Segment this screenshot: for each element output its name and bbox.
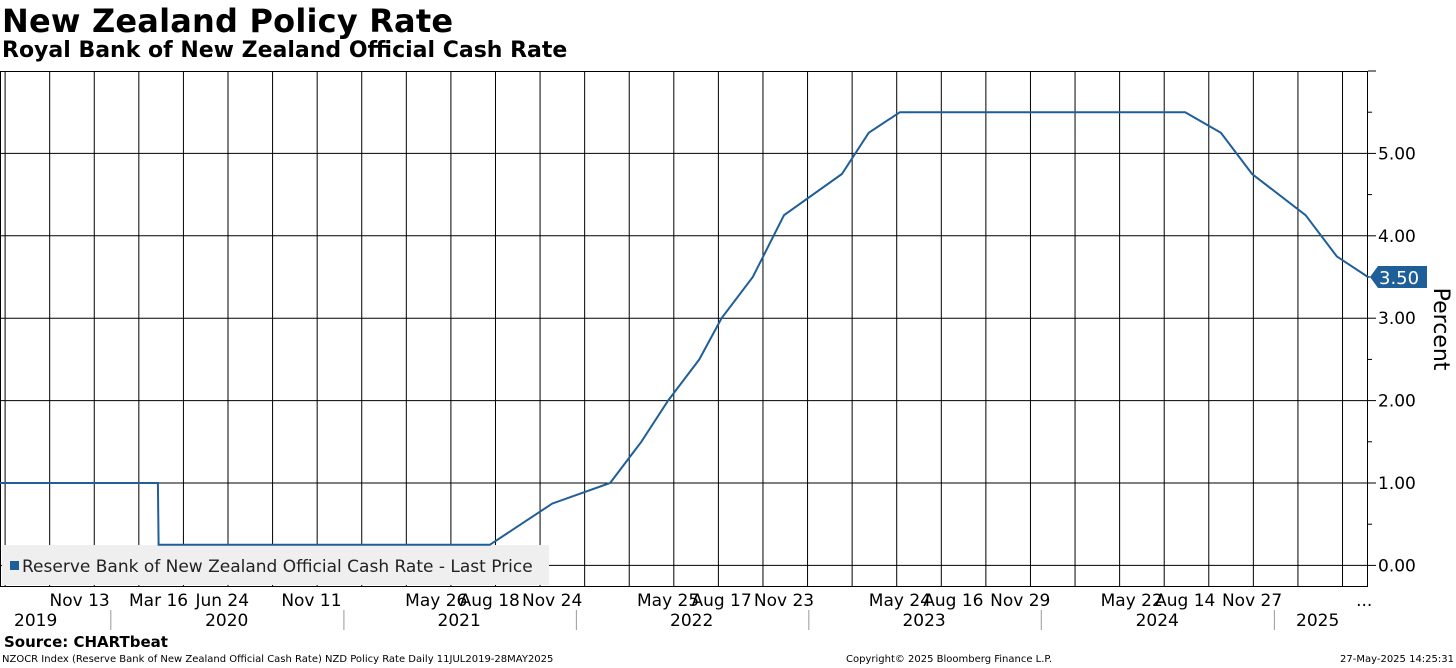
x-tick-label: Nov 27: [1222, 591, 1282, 611]
y-tick-label: 4.00: [1378, 227, 1416, 247]
legend-box: [2, 545, 549, 585]
x-tick-label: Aug 17: [691, 591, 751, 611]
x-tick-label: Nov 24: [522, 591, 582, 611]
series-line: [0, 111, 1369, 546]
legend-entry: Reserve Bank of New Zealand Official Cas…: [22, 557, 533, 577]
series-group: [0, 111, 1369, 546]
x-tick-label: May 22: [1101, 591, 1163, 611]
x-tick-label: Aug 18: [460, 591, 520, 611]
y-tick-label: 3.00: [1378, 309, 1416, 329]
y-tick-label: 2.00: [1378, 392, 1416, 412]
last-value-label: 3.50: [1379, 268, 1419, 289]
x-year-label: 2021: [438, 611, 481, 631]
chart-title: New Zealand Policy Rate: [2, 2, 454, 40]
footer-copyright: Copyright© 2025 Bloomberg Finance L.P.: [846, 654, 1053, 665]
x-tick-label: Aug 14: [1155, 591, 1215, 611]
footer-index-description: NZOCR Index (Reserve Bank of New Zealand…: [2, 654, 554, 665]
x-tick-label: Nov 23: [754, 591, 814, 611]
y-tick-label: 0.00: [1378, 556, 1416, 576]
chart-subtitle: Royal Bank of New Zealand Official Cash …: [2, 38, 568, 63]
x-year-label: 2022: [670, 611, 713, 631]
vertical-gridlines: [4, 71, 1344, 586]
y-tick-label: 5.00: [1378, 144, 1416, 164]
x-tick-label: ...: [1356, 591, 1372, 611]
legend: Reserve Bank of New Zealand Official Cas…: [2, 545, 549, 585]
x-tick-label: Jun 24: [194, 591, 249, 611]
x-tick-label: Nov 11: [281, 591, 341, 611]
x-year-label: 2023: [902, 611, 945, 631]
y-axis: 0.00 1.00 2.00 3.00 4.00 5.00 Percent: [1368, 70, 1453, 576]
x-tick-label: Mar 16: [129, 591, 188, 611]
y-tick-label: 1.00: [1378, 474, 1416, 494]
x-year-label: 2024: [1136, 611, 1179, 631]
last-value-marker: 3.50: [1370, 266, 1427, 289]
x-tick-label: Nov 29: [990, 591, 1050, 611]
horizontal-gridlines: [0, 152, 1368, 566]
x-year-label: 2025: [1296, 611, 1339, 631]
x-tick-label: May 25: [637, 591, 699, 611]
footer-timestamp: 27-May-2025 14:25:31: [1340, 654, 1454, 665]
plot-frame: [0, 71, 1368, 587]
last-value-badge: [1370, 266, 1427, 288]
source-note: Source: CHARTbeat: [4, 633, 168, 651]
x-year-label: 2019: [14, 611, 57, 631]
legend-swatch: [10, 561, 19, 570]
x-tick-label: Aug 16: [923, 591, 983, 611]
y-axis-label: Percent: [1428, 288, 1453, 371]
x-tick-label: Nov 13: [49, 591, 109, 611]
x-year-label: 2020: [205, 611, 248, 631]
x-tick-label: May 26: [405, 591, 467, 611]
x-tick-label: May 24: [869, 591, 931, 611]
